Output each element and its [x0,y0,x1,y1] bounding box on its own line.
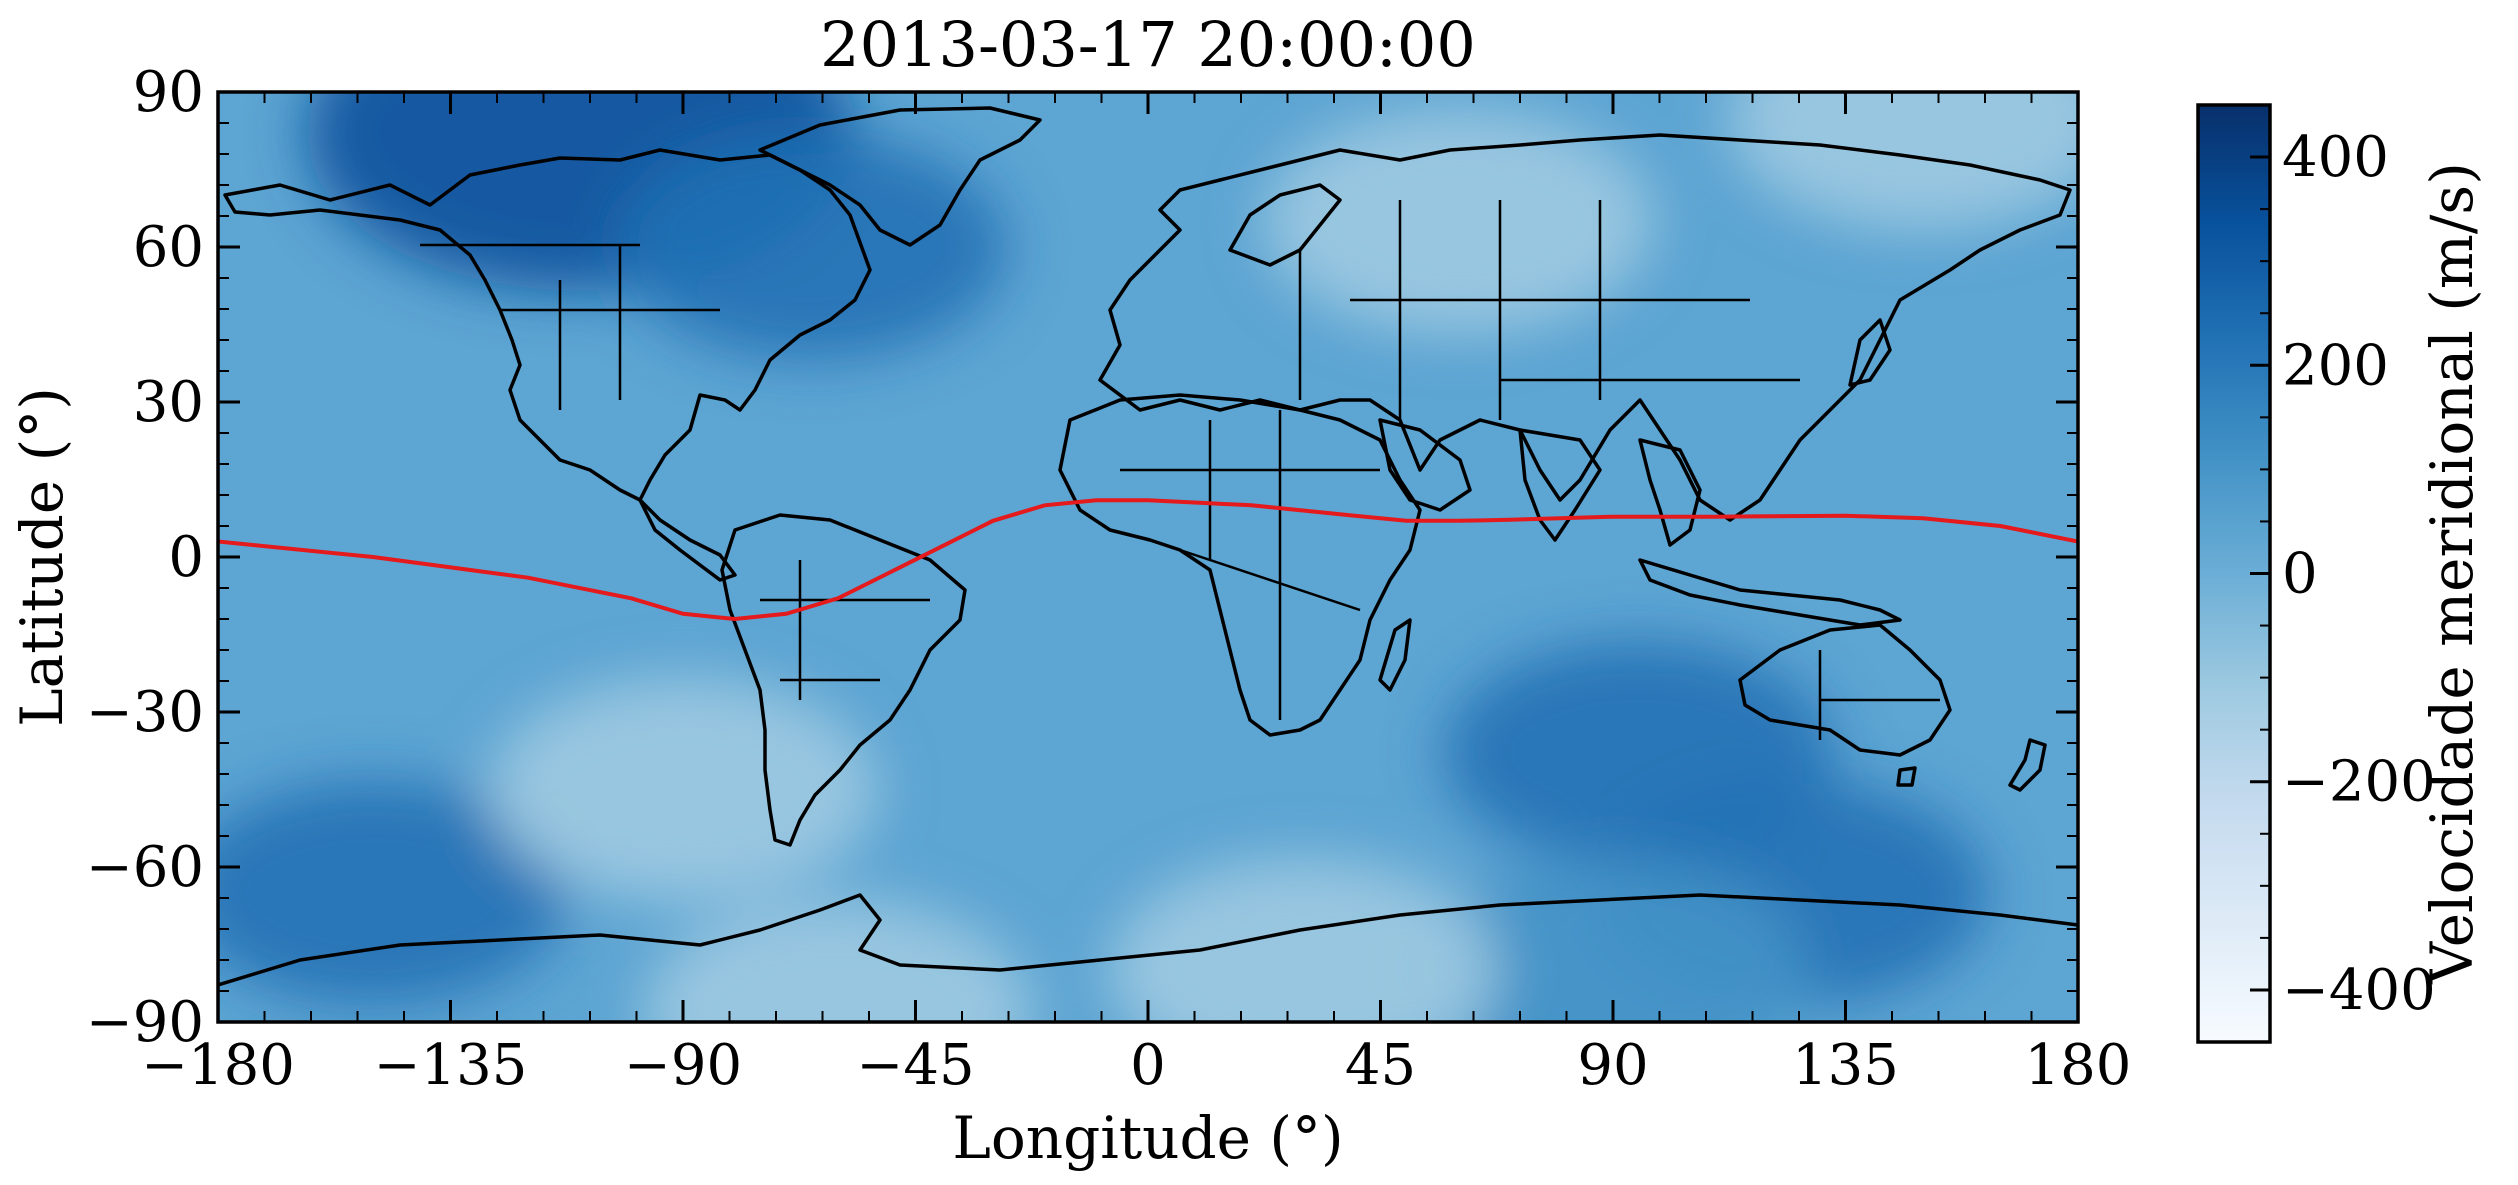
antarctica-coast [218,893,2078,987]
eurasia-coast [1098,133,2072,522]
india-coast [1518,428,1602,542]
colorbar-ticks: −400 −200 0 200 400 [2250,104,2436,1043]
x-tick-label: 90 [1577,1033,1648,1098]
chart-title: 2013-03-17 20:00:00 [820,8,1476,81]
y-tick-label: 60 [133,215,204,280]
y-tick-label: 90 [133,60,204,125]
x-tick-label: −45 [856,1033,974,1098]
x-axis-label: Longitude (°) [952,1104,1343,1172]
y-axis-label: Latitude (°) [8,387,76,727]
north-america-coast [223,148,872,502]
colorbar-tick-label: −400 [2282,958,2436,1023]
field-anomaly [1108,857,1498,1022]
field-anomaly [1728,92,2078,231]
arabia-coast [1378,418,1472,512]
y-tick-label: 0 [168,525,204,590]
japan-coast [1848,318,1892,387]
x-tick-label: −180 [141,1033,295,1098]
y-tick-label: 30 [133,370,204,435]
x-tick-label: 45 [1345,1033,1416,1098]
x-tick-label: 0 [1130,1033,1166,1098]
red-line-series [218,498,2078,622]
x-tick-label: −90 [624,1033,742,1098]
new-zealand-coast [2008,738,2047,792]
field-anomaly [218,780,568,1006]
y-tick-label: −60 [86,835,204,900]
central-america-coast [638,498,737,582]
colorbar-tick-label: −200 [2282,750,2436,815]
field-anomaly [1263,108,1653,334]
africa-coast [1058,393,1422,737]
colorbar-tick-label: 400 [2282,125,2389,190]
x-tick-label: 135 [1792,1033,1899,1098]
field-anomalies [218,92,2078,1022]
y-tick-label: −30 [86,680,204,745]
field-anomaly [488,677,878,902]
indochina-coast [1638,438,1702,547]
field-anomaly [617,134,1008,360]
map-ticks: −180 −135 −90 −45 0 45 90 135 180 −90 −60 −30 0 30 60 9… [86,60,2132,1098]
australia-coast [1738,623,1952,757]
field-anomaly [643,899,1033,1022]
country-borders [420,200,1940,740]
scandinavia-coast [1228,183,1342,267]
madagascar-coast [1378,618,1412,692]
tasmania-coast [1896,766,1917,787]
indonesia-coast [1638,558,1902,627]
colorbar-tick-label: 0 [2282,542,2318,607]
x-tick-label: −135 [374,1033,528,1098]
greenland-coast [758,106,1042,247]
y-tick-label: −90 [86,990,204,1055]
x-tick-label: 180 [2025,1033,2132,1098]
colorbar-label: Velocidade meridional (m/s) [2418,162,2486,985]
colorbar-tick-label: 200 [2282,333,2389,398]
field-anomaly [1418,857,1808,1022]
map-plot-area [218,92,2078,1022]
